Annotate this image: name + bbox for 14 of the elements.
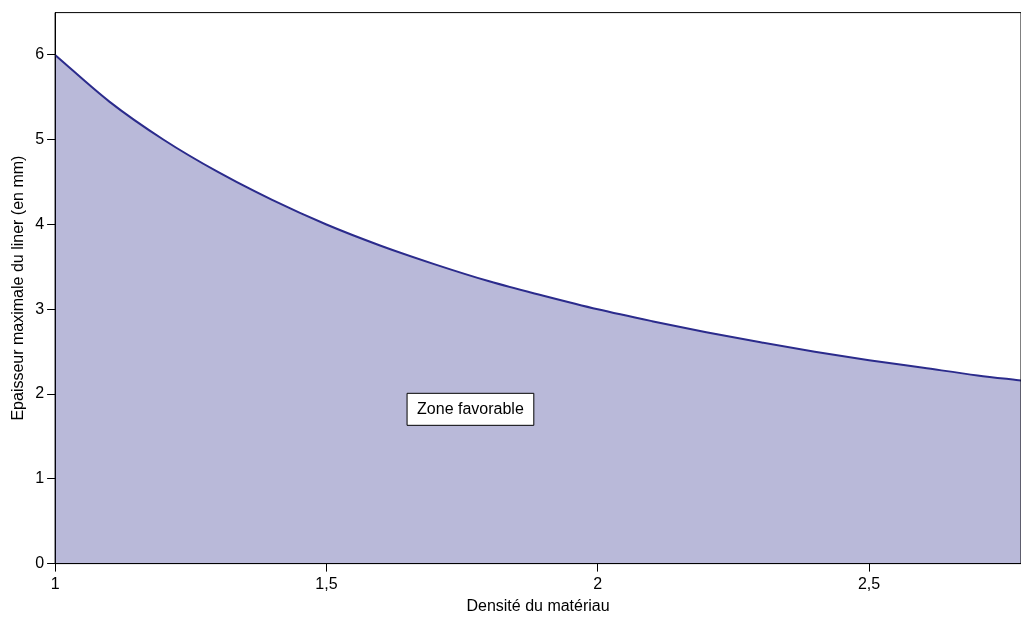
y-tick-label: 5 xyxy=(35,130,45,148)
x-axis-title: Densité du matériau xyxy=(466,596,610,614)
y-tick-label: 0 xyxy=(35,554,45,572)
x-tick-label: 1,5 xyxy=(315,574,338,592)
y-tick-label: 3 xyxy=(35,299,45,317)
y-tick-label: 2 xyxy=(35,384,45,402)
x-tick-label: 2 xyxy=(593,574,603,592)
x-tick-label: 1 xyxy=(50,574,60,592)
y-tick-label: 1 xyxy=(35,469,45,487)
y-tick-label: 6 xyxy=(35,45,45,63)
x-tick-label: 2,5 xyxy=(857,574,881,592)
annotation: Zone favorable xyxy=(417,399,524,417)
y-axis-title: Epaisseur maximale du liner (en mm) xyxy=(9,155,27,421)
y-tick-label: 4 xyxy=(35,214,45,232)
